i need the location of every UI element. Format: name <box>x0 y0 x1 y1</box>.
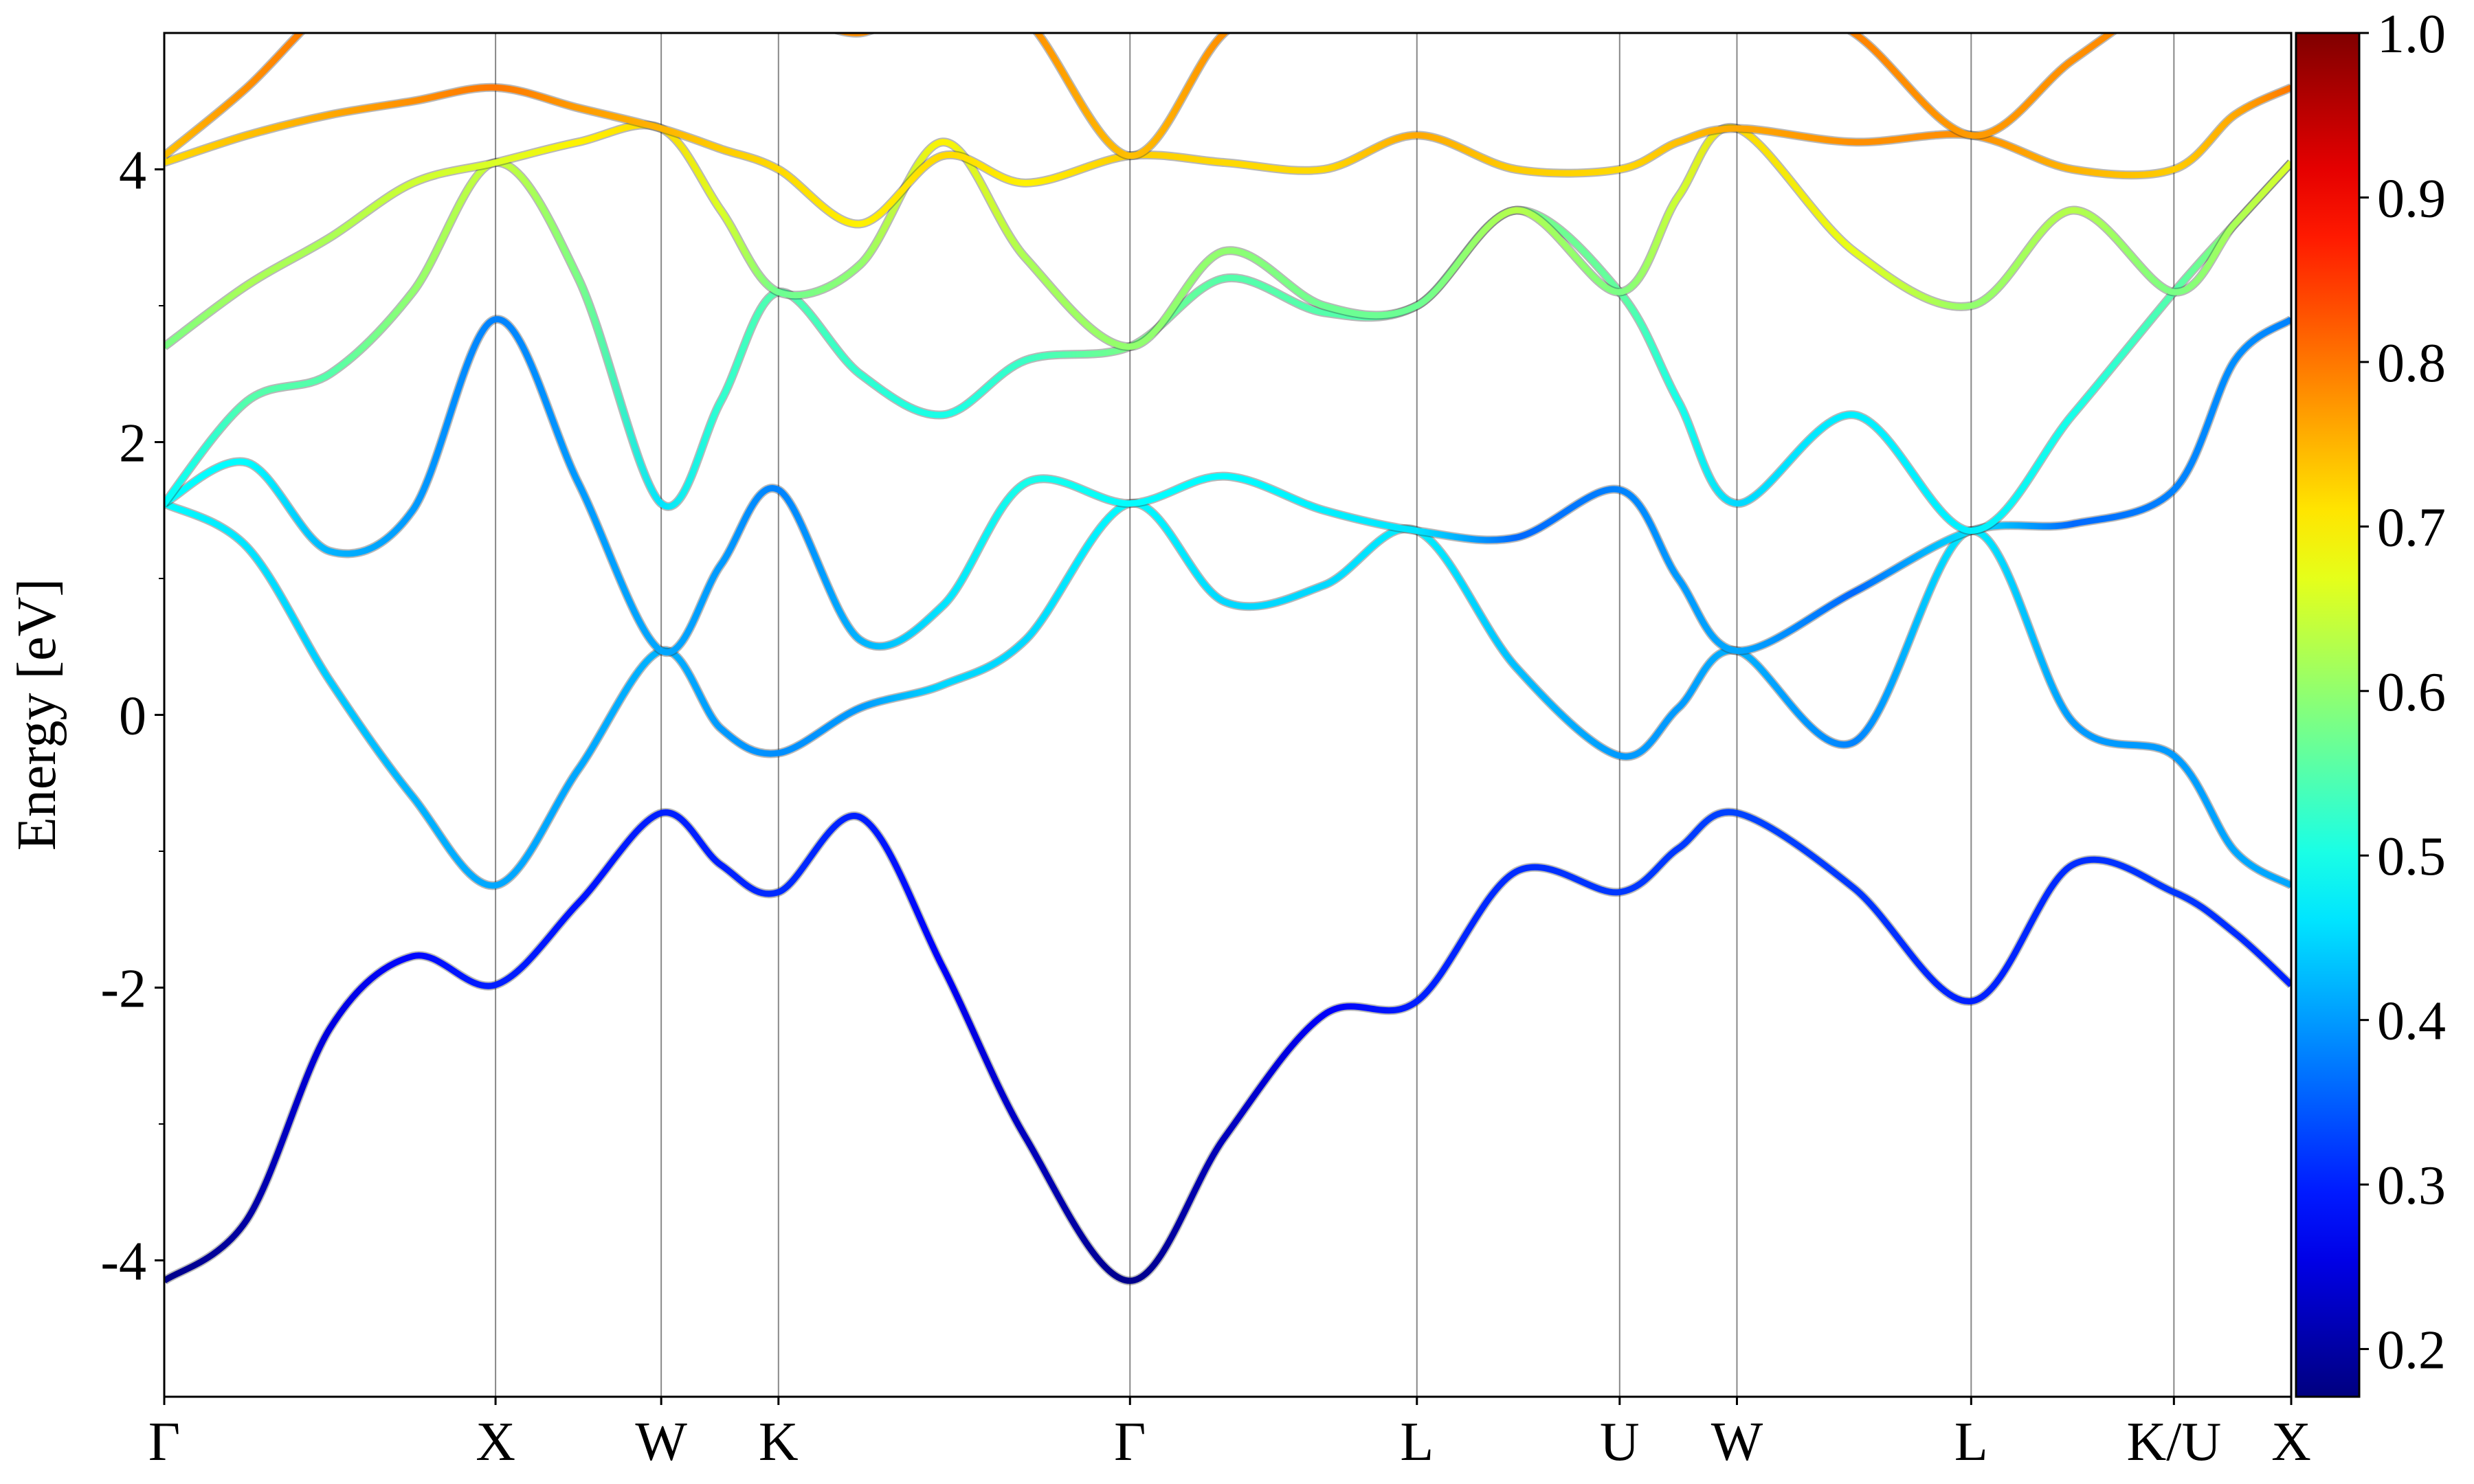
colorbar-tick-label: 0.4 <box>2377 991 2446 1052</box>
y-tick-label: 2 <box>119 414 146 474</box>
x-tick-label: W <box>635 1412 687 1472</box>
band <box>164 499 2291 890</box>
x-tick-label: K <box>759 1412 799 1472</box>
y-tick-label: -2 <box>100 959 146 1020</box>
colorbar-tick-label: 0.3 <box>2377 1156 2446 1216</box>
x-tick-label: Γ <box>148 1412 180 1472</box>
colorbar-tick-label: 0.2 <box>2377 1320 2446 1381</box>
y-tick-label: 0 <box>119 686 146 747</box>
x-tick-label: L <box>1954 1412 1988 1472</box>
colorbar-tick-label: 0.7 <box>2377 497 2446 558</box>
band <box>164 809 2291 1284</box>
band <box>164 84 2291 227</box>
colorbar-tick-label: 0.9 <box>2377 168 2446 229</box>
band <box>164 82 2291 229</box>
colorbar-tick-label: 1.0 <box>2377 4 2446 65</box>
x-tick-label: X <box>476 1412 515 1472</box>
x-tick-label: K/U <box>2126 1412 2221 1472</box>
band <box>164 500 2291 889</box>
y-tick-label: 4 <box>119 141 146 201</box>
band <box>164 120 2291 352</box>
colorbar-tick-label: 0.8 <box>2377 333 2446 394</box>
x-tick-label: Γ <box>1114 1412 1146 1472</box>
band <box>164 159 2291 535</box>
colorbar <box>2295 32 2361 1398</box>
bands <box>164 33 2291 1285</box>
colorbar-tick-label: 0.6 <box>2377 662 2446 723</box>
colorbar-tick-label: 0.5 <box>2377 827 2446 887</box>
plot-frame <box>163 32 2293 1398</box>
y-axis-label: Energy [eV] <box>7 578 67 851</box>
x-tick-label: U <box>1600 1412 1640 1472</box>
band <box>164 33 2117 159</box>
x-tick-label: X <box>2271 1412 2311 1472</box>
band <box>164 122 2291 350</box>
x-tick-label: L <box>1400 1412 1434 1472</box>
x-tick-label: W <box>1711 1412 1763 1472</box>
y-tick-label: -4 <box>100 1232 146 1292</box>
band <box>164 316 2291 656</box>
